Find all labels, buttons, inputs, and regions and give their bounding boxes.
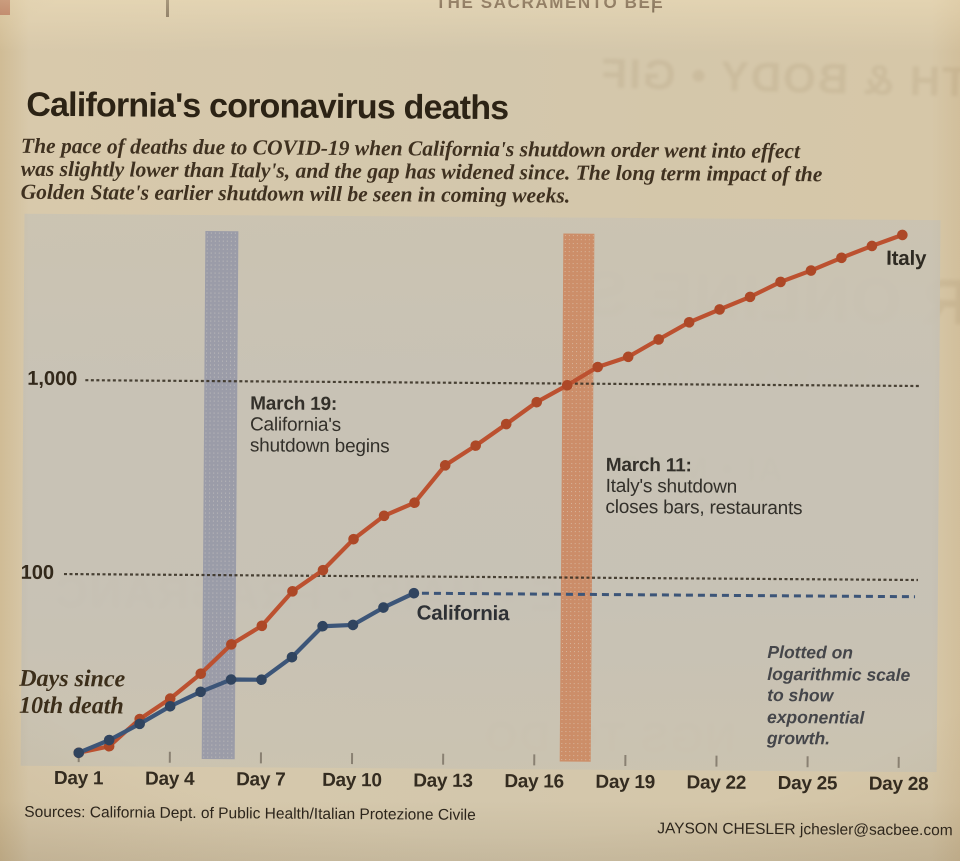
california-point-day-5 xyxy=(195,686,206,698)
california-point-day-9 xyxy=(317,620,328,632)
italy-point-day-21 xyxy=(683,316,695,328)
italy-point-day-20 xyxy=(653,334,664,345)
california-point-day-8 xyxy=(286,651,298,663)
page-edge-tick xyxy=(166,0,169,17)
italy-point-day-25 xyxy=(805,265,817,276)
california-point-day-1 xyxy=(73,747,85,759)
y-axis-label-1000: 1,000 xyxy=(27,367,78,391)
italy-point-day-4 xyxy=(164,693,176,704)
annotation-california-shutdown-date: March 19: xyxy=(250,393,338,415)
x-axis-label-day-10: Day 10 xyxy=(322,769,382,792)
annotation-italy-shutdown: March 11: Italy's shutdown closes bars, r… xyxy=(605,455,802,519)
california-point-day-12 xyxy=(408,587,420,599)
masthead: THE SACRAMENTO BEE xyxy=(420,0,680,13)
x-axis-label-day-16: Day 16 xyxy=(504,771,564,793)
italy-point-day-7 xyxy=(256,620,268,632)
california-series-label: California xyxy=(416,601,510,626)
italy-point-day-6 xyxy=(226,639,237,650)
x-axis-note: Days since 10th death xyxy=(18,665,126,720)
italy-point-day-26 xyxy=(836,252,847,264)
italy-series-line xyxy=(76,232,905,755)
masthead-separator: | xyxy=(651,0,656,13)
california-point-day-7 xyxy=(256,674,267,686)
annotation-italy-shutdown-text: Italy's shutdown closes bars, restaurants xyxy=(605,475,803,520)
california-point-day-4 xyxy=(164,700,176,712)
x-axis-label-day-22: Day 22 xyxy=(686,772,747,794)
italy-point-day-18 xyxy=(592,361,604,373)
gridline-1000 xyxy=(85,379,920,388)
italy-point-day-24 xyxy=(775,276,786,288)
x-axis-label-day-25: Day 25 xyxy=(777,773,838,795)
california-series-line xyxy=(76,591,417,755)
italy-point-day-14 xyxy=(470,440,482,451)
california-point-day-11 xyxy=(378,602,389,613)
italy-point-day-22 xyxy=(714,304,725,315)
italy-point-day-28 xyxy=(897,229,908,241)
x-axis-label-day-28: Day 28 xyxy=(868,773,929,796)
annotation-italy-shutdown-date: March 11: xyxy=(605,454,692,477)
italy-point-day-5 xyxy=(195,668,207,679)
italy-point-day-8 xyxy=(287,586,298,597)
italy-point-day-11 xyxy=(378,510,390,522)
italy-point-day-10 xyxy=(348,533,359,545)
annotation-california-shutdown-text: California's shutdown begins xyxy=(249,414,390,458)
annotation-california-shutdown: March 19: California's shutdown begins xyxy=(250,393,390,457)
italy-point-day-16 xyxy=(531,396,543,408)
page-corner-mark xyxy=(0,0,10,15)
italy-point-day-17 xyxy=(561,379,573,391)
italy-point-day-15 xyxy=(500,418,512,430)
x-axis-label-day-1: Day 1 xyxy=(53,767,104,790)
italy-point-day-19 xyxy=(622,351,634,363)
italy-point-day-9 xyxy=(317,564,329,576)
sources-line: Sources: California Dept. of Public Heal… xyxy=(24,803,476,824)
italy-point-day-13 xyxy=(439,460,451,471)
california-projection-line xyxy=(421,591,916,599)
y-axis-label-100: 100 xyxy=(20,561,55,584)
california-point-day-2 xyxy=(103,734,115,746)
log-scale-note: Plotted on logarithmic scale to show expone… xyxy=(766,641,911,749)
x-axis-label-day-4: Day 4 xyxy=(144,768,195,790)
italy-point-day-12 xyxy=(409,497,420,509)
x-axis-label-day-19: Day 19 xyxy=(595,771,656,794)
california-point-day-3 xyxy=(134,718,145,730)
x-axis-label-day-7: Day 7 xyxy=(236,769,286,791)
italy-point-day-27 xyxy=(866,240,878,252)
california-point-day-10 xyxy=(347,619,359,631)
italy-series-label: Italy xyxy=(886,246,927,271)
gridline-100 xyxy=(63,572,918,582)
masthead-title: THE SACRAMENTO BEE xyxy=(435,0,665,12)
california-point-day-6 xyxy=(225,674,237,685)
x-axis-label-day-13: Day 13 xyxy=(413,770,473,792)
byline-credit: JAYSON CHESLER jchesler@sacbee.com xyxy=(657,820,953,840)
italy-point-day-23 xyxy=(744,291,756,303)
